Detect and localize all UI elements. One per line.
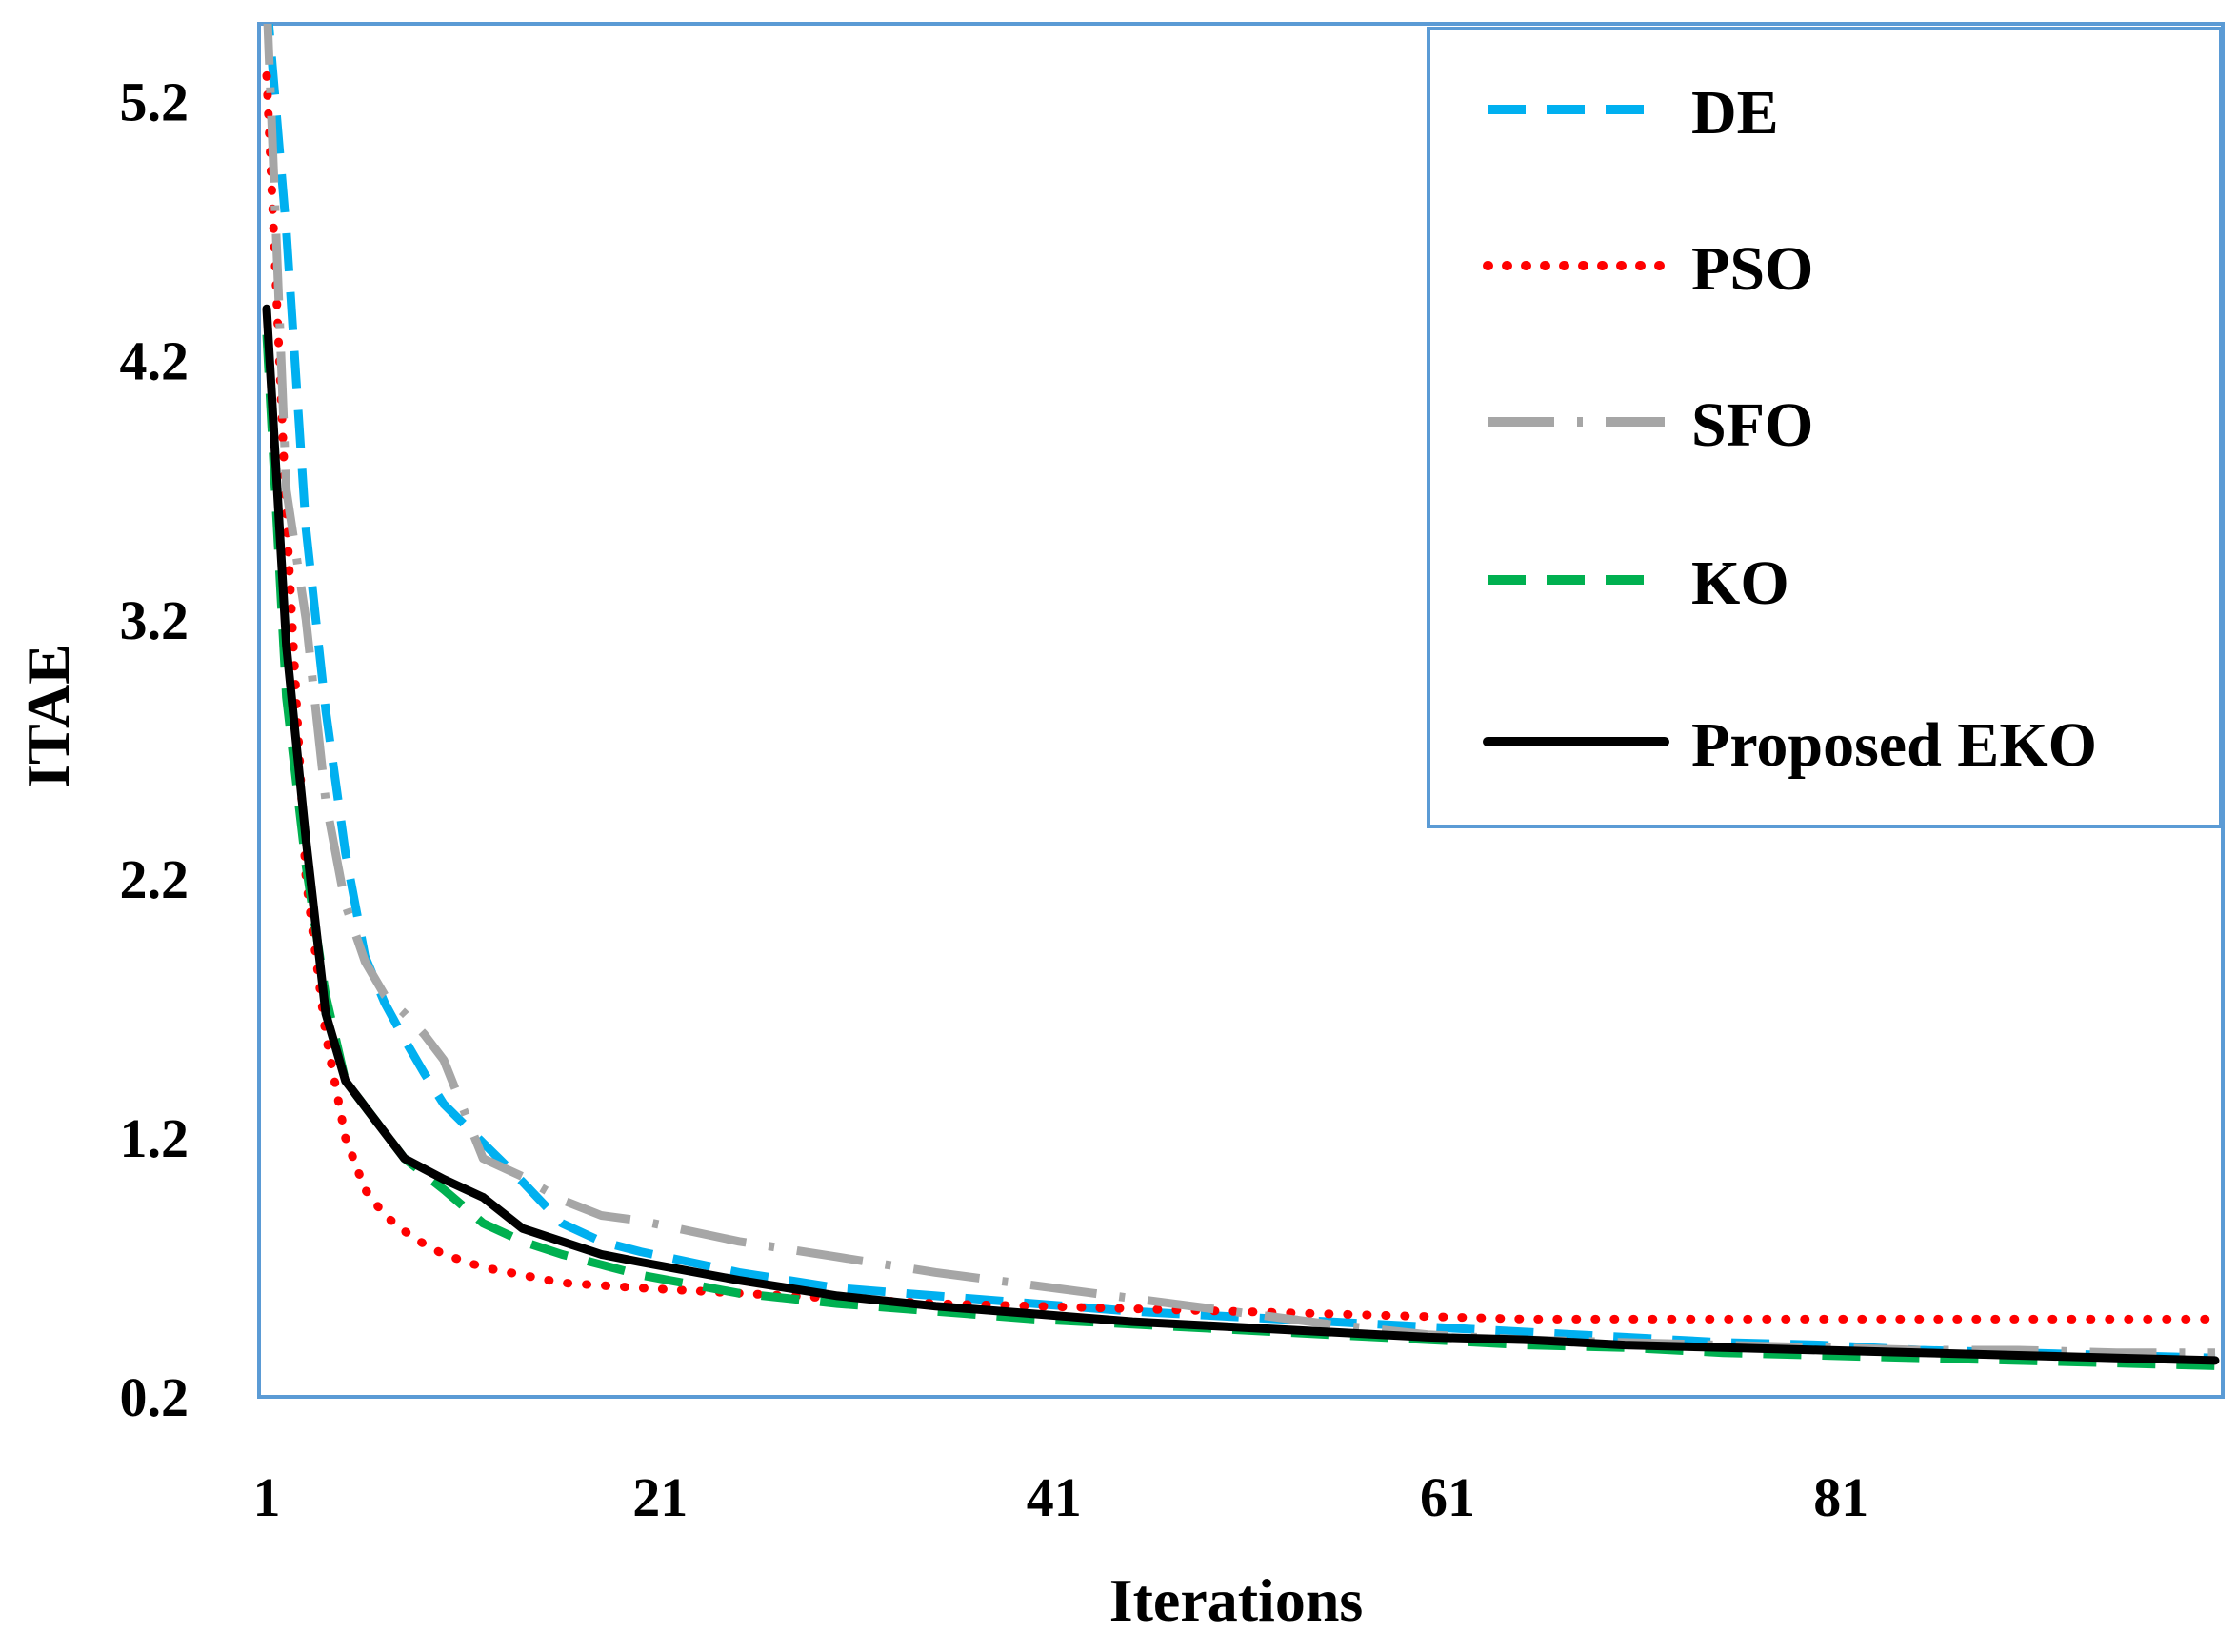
x-tick-label: 41	[1027, 1466, 1082, 1528]
series-line-sfo	[263, 24, 2215, 1358]
y-tick-label: 1.2	[120, 1107, 190, 1169]
legend-label-de: DE	[1691, 78, 1779, 148]
legend-label-ko: KO	[1691, 548, 1789, 618]
x-tick-label: 1	[253, 1466, 281, 1528]
legend-label-pso: PSO	[1691, 234, 1813, 304]
series-line-proposed-eko	[262, 304, 2220, 1365]
x-tick-label: 21	[632, 1466, 688, 1528]
legend-box	[1427, 27, 2223, 828]
y-tick-label: 4.2	[120, 330, 190, 392]
legend: DE PSO SFO KO Proposed EKO	[1427, 27, 2223, 828]
x-axis-title: Iterations	[1109, 1566, 1364, 1634]
x-tick-label: 81	[1813, 1466, 1868, 1528]
x-tick-label: 61	[1420, 1466, 1475, 1528]
x-tick-labels: 1 21 41 61 81	[253, 1466, 1869, 1528]
legend-label-sfo: SFO	[1691, 390, 1813, 460]
series-layer	[262, 24, 2220, 1370]
y-axis-title: ITAE	[14, 644, 82, 788]
y-tick-label: 0.2	[120, 1366, 190, 1428]
y-tick-labels: 0.2 1.2 2.2 3.2 4.2 5.2	[120, 71, 190, 1428]
y-tick-label: 5.2	[120, 71, 190, 133]
y-tick-label: 3.2	[120, 589, 190, 651]
y-tick-label: 2.2	[120, 848, 190, 910]
legend-label-proposed-eko: Proposed EKO	[1691, 710, 2097, 780]
